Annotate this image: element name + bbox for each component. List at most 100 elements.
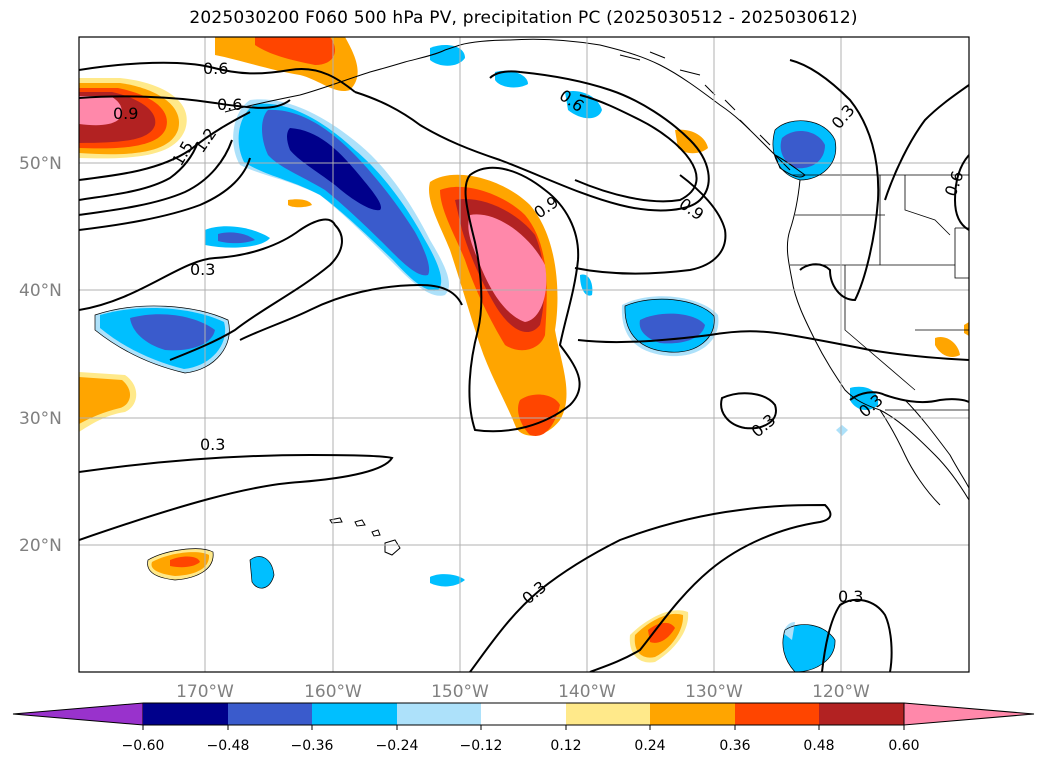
contour-0.3-ne <box>789 59 880 302</box>
neg-blob-bc-royal <box>780 130 825 169</box>
lon-label: 120°W <box>812 682 870 702</box>
alaska-islands <box>619 51 771 146</box>
neg-small-2 <box>495 70 528 88</box>
pos-small-172w-18n-red <box>170 556 200 568</box>
colorbar: −0.60 −0.48 −0.36 −0.24 −0.12 0.12 0.24 … <box>12 702 1035 754</box>
colorbar-tick: 0.60 <box>888 738 919 754</box>
gulf-cal <box>904 399 969 489</box>
colorbar-swatch <box>312 703 397 725</box>
border-nv-ca <box>844 265 916 391</box>
contour-inner-1 <box>79 139 233 216</box>
colorbar-swatch <box>735 703 819 725</box>
lat-label: 20°N <box>19 536 62 556</box>
precip-outlines <box>94 120 837 672</box>
neg-blob-45n-inner <box>218 232 255 244</box>
lon-label: 170°W <box>176 682 234 702</box>
contour-0.6-nw <box>79 95 291 109</box>
contour-label: 0.9 <box>113 104 138 123</box>
contour-label: 0.3 <box>200 435 225 454</box>
neg-band-navy <box>287 128 381 211</box>
contour-0.3-se <box>821 598 893 672</box>
contour-0.3-ne2 <box>884 84 969 201</box>
neg-blob-133w-royal <box>639 313 705 344</box>
pos-small-110w <box>964 322 969 336</box>
coastlines <box>224 38 969 556</box>
colorbar-swatch <box>566 703 650 725</box>
colorbar-tick: −0.48 <box>207 738 250 754</box>
colorbar-swatch <box>397 703 481 725</box>
contour-1.2 <box>79 111 251 181</box>
hawaii-1 <box>329 517 343 524</box>
contour-0.9-east <box>574 174 727 275</box>
alaska-coast <box>224 38 791 171</box>
hawaii-4 <box>384 539 401 556</box>
pos-small-162w <box>288 199 312 208</box>
contour-0.3-small <box>720 392 777 430</box>
colorbar-swatch <box>143 703 228 725</box>
pos-small-134w-12n-red <box>648 622 675 643</box>
contour-0.3-south <box>79 453 394 541</box>
contour-0.3-pacific <box>469 503 832 672</box>
colorbar-tick: −0.36 <box>291 738 334 754</box>
contour-0.3-west <box>79 218 343 361</box>
colorbar-tick: −0.60 <box>122 738 165 754</box>
contour-0.3-coast <box>849 391 969 404</box>
contour-0.6-arc-inner <box>574 94 698 203</box>
west-positive-33n-inner <box>79 377 131 424</box>
top-positive-red <box>255 37 335 65</box>
colorbar-extend-high <box>903 702 1035 726</box>
neg-blob-38n-royal <box>130 314 215 351</box>
contour-0.6-north <box>79 61 356 93</box>
colorbar-tick: 0.12 <box>550 738 581 754</box>
neg-small-166w-17n <box>250 556 274 589</box>
contour-0.9-loop <box>464 166 581 433</box>
colorbar-tick: 0.24 <box>634 738 665 754</box>
colorbar-tick: 0.36 <box>719 738 750 754</box>
contour-inner-2 <box>79 157 251 231</box>
contour-0.6-ne <box>953 154 969 231</box>
lon-label: 140°W <box>558 682 616 702</box>
border-mt <box>904 175 951 236</box>
lat-label: 50°N <box>19 154 62 174</box>
colorbar-extend-low <box>12 702 144 726</box>
nw-positive-pink <box>79 96 122 126</box>
neg-small-122w-11n <box>782 624 836 672</box>
positive-band-pink <box>468 214 547 322</box>
contour-label: 0.6 <box>203 59 228 78</box>
latitude-labels: 50°N 40°N 30°N 20°N <box>19 154 62 556</box>
colorbar-swatch <box>228 703 312 725</box>
baja <box>879 409 941 506</box>
neg-small-150w-17n <box>430 574 465 587</box>
pos-small-113w <box>935 336 960 357</box>
lat-label: 30°N <box>19 409 62 429</box>
contour-label: 0.3 <box>190 260 215 279</box>
lon-label: 150°W <box>431 682 489 702</box>
colorbar-swatch <box>481 703 566 725</box>
lon-label: 130°W <box>685 682 743 702</box>
gridlines <box>79 37 969 672</box>
colorbar-swatch <box>819 703 904 725</box>
colorbar-swatch <box>650 703 735 725</box>
pv-contours <box>79 59 969 672</box>
map-title: 2025030200 F060 500 hPa PV, precipitatio… <box>189 8 858 28</box>
neg-diamond-120w <box>836 425 848 436</box>
colorbar-tick: −0.12 <box>460 738 503 754</box>
contour-1.5 <box>79 141 199 201</box>
contour-0.6-arc <box>354 70 710 212</box>
longitude-labels: 170°W 160°W 150°W 140°W 130°W 120°W <box>176 682 870 702</box>
west-coast <box>786 179 969 501</box>
contour-0.3-east <box>577 330 969 361</box>
map-area: 0.6 0.6 0.9 1.2 1.5 0.6 0.9 0.9 0.3 0.3 … <box>79 37 969 672</box>
hawaii-3 <box>371 529 381 537</box>
colorbar-tick: 0.48 <box>803 738 834 754</box>
neg-small-1 <box>430 45 465 66</box>
contour-0.3-mid <box>239 283 463 341</box>
lat-label: 40°N <box>19 281 62 301</box>
contour-label: 0.3 <box>838 587 863 606</box>
map-frame <box>78 36 970 673</box>
lon-label: 160°W <box>304 682 362 702</box>
hawaii-2 <box>354 519 366 527</box>
colorbar-tick: −0.24 <box>376 738 419 754</box>
contour-label: 0.6 <box>217 95 242 114</box>
